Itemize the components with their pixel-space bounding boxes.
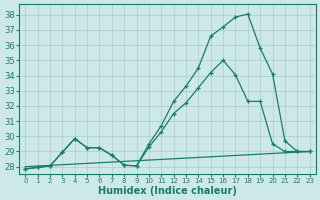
X-axis label: Humidex (Indice chaleur): Humidex (Indice chaleur) bbox=[98, 186, 237, 196]
